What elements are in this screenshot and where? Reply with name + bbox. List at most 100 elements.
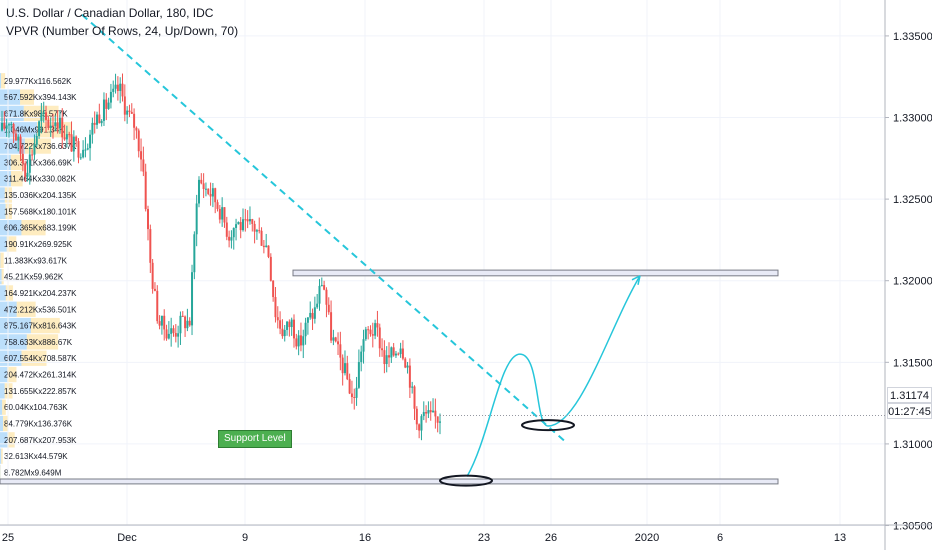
candle-body [404, 358, 407, 368]
price-tick-label: 1.32000 [893, 276, 932, 288]
vp-up-bar [0, 399, 3, 415]
candle-body [427, 410, 430, 414]
vp-down-bar [1, 268, 4, 285]
candle-body [7, 124, 10, 126]
price-tick-label: 1.31000 [893, 439, 932, 451]
vp-row-label: 875.167Kx816.643K [4, 322, 77, 331]
time-tick-label: 2020 [635, 532, 659, 544]
vp-row-label: 131.655Kx222.857K [4, 387, 77, 396]
time-tick-label: 23 [478, 532, 490, 544]
candle-body [68, 134, 71, 136]
candle-body [392, 347, 395, 356]
candle-body [96, 114, 99, 125]
candle-body [42, 112, 45, 114]
candle-body [357, 362, 360, 388]
vp-row-label: 164.921Kx204.237K [4, 289, 77, 298]
candle-body [200, 179, 203, 184]
candle-body [258, 230, 261, 232]
vp-down-bar [20, 89, 34, 105]
candle-body [79, 157, 82, 159]
candle-body [137, 130, 140, 152]
candle-body [167, 333, 170, 339]
candle-body [163, 315, 166, 330]
price-tick-label: 1.32500 [893, 194, 932, 206]
candle-body [346, 363, 349, 380]
candle-body [323, 285, 326, 290]
candle-body [207, 188, 210, 194]
vp-row-label: 207.687Kx207.953K [4, 436, 77, 445]
candle-body [348, 379, 351, 394]
vp-up-bar [0, 187, 5, 203]
candle-body [286, 321, 289, 330]
candle-body [283, 329, 286, 337]
vp-down-bar [24, 138, 51, 154]
zones [0, 269, 779, 485]
candle-body [246, 219, 249, 222]
candle-body [47, 119, 50, 128]
vp-down-bar [5, 203, 12, 220]
candle-body [204, 188, 207, 190]
candle-body [93, 122, 96, 125]
candle-body [267, 245, 270, 257]
candle-body [260, 230, 263, 246]
candle-body [318, 285, 321, 304]
vp-row-label: 704.722Kx736.637K [4, 142, 77, 151]
candle-body [128, 110, 131, 112]
candle-body [140, 151, 143, 160]
candle-body [197, 179, 200, 204]
candle-body [413, 386, 416, 409]
candle-body [369, 329, 372, 335]
time-tick-label: 26 [545, 532, 557, 544]
candle-body [251, 219, 254, 224]
candle-body [304, 322, 307, 337]
candle-body [309, 312, 312, 318]
vp-row-label: 472.212Kx536.501K [4, 305, 77, 314]
candle-body [239, 222, 242, 231]
volume-profile: 29.977Kx116.562K 567.592Kx394.143K 671.8Kx… [0, 73, 77, 481]
candle-body [38, 121, 41, 136]
vp-up-bar [0, 203, 6, 220]
candle-body [107, 102, 110, 109]
vp-down-bar [5, 285, 14, 301]
vp-down-bar [7, 366, 17, 383]
candle-body [21, 153, 24, 164]
candle-body [434, 410, 437, 417]
candle-body [334, 337, 337, 342]
vp-up-bar [0, 89, 21, 105]
candle-body [86, 148, 89, 150]
candle-body [165, 329, 168, 339]
candle-body [54, 122, 57, 127]
price-tick-label: 1.30500 [893, 521, 932, 533]
candle-body [184, 316, 187, 329]
candle-body [408, 365, 411, 388]
candle-body [116, 84, 119, 91]
candle-body [112, 88, 115, 92]
candle-body [232, 227, 235, 238]
candle-body [374, 323, 377, 336]
candle-body [61, 117, 64, 138]
candle-body [302, 336, 305, 346]
vp-row-label: 1.046Mx991.34K [4, 126, 65, 135]
support-level-label[interactable]: Support Level [218, 430, 292, 448]
vp-row-label: 135.036Kx204.135K [4, 191, 77, 200]
candle-body [337, 341, 340, 345]
retest-ellipse [521, 419, 575, 432]
candle-body [58, 117, 61, 129]
candle-body [56, 122, 59, 129]
candle-body [436, 416, 439, 423]
candle-body [160, 315, 163, 326]
candle-body [10, 124, 13, 126]
candle-body [186, 320, 189, 329]
candle-body [45, 112, 48, 120]
vp-row-label: 29.977Kx116.562K [4, 77, 72, 86]
candle-body [276, 317, 279, 321]
candle-body [390, 347, 393, 358]
vp-row-label: 45.21Kx59.962K [4, 273, 64, 282]
candle-body [230, 237, 233, 241]
candle-body [355, 387, 358, 398]
candle-body [130, 111, 133, 114]
candle-body [49, 125, 52, 128]
vp-row-label: 157.568Kx180.101K [4, 207, 77, 216]
